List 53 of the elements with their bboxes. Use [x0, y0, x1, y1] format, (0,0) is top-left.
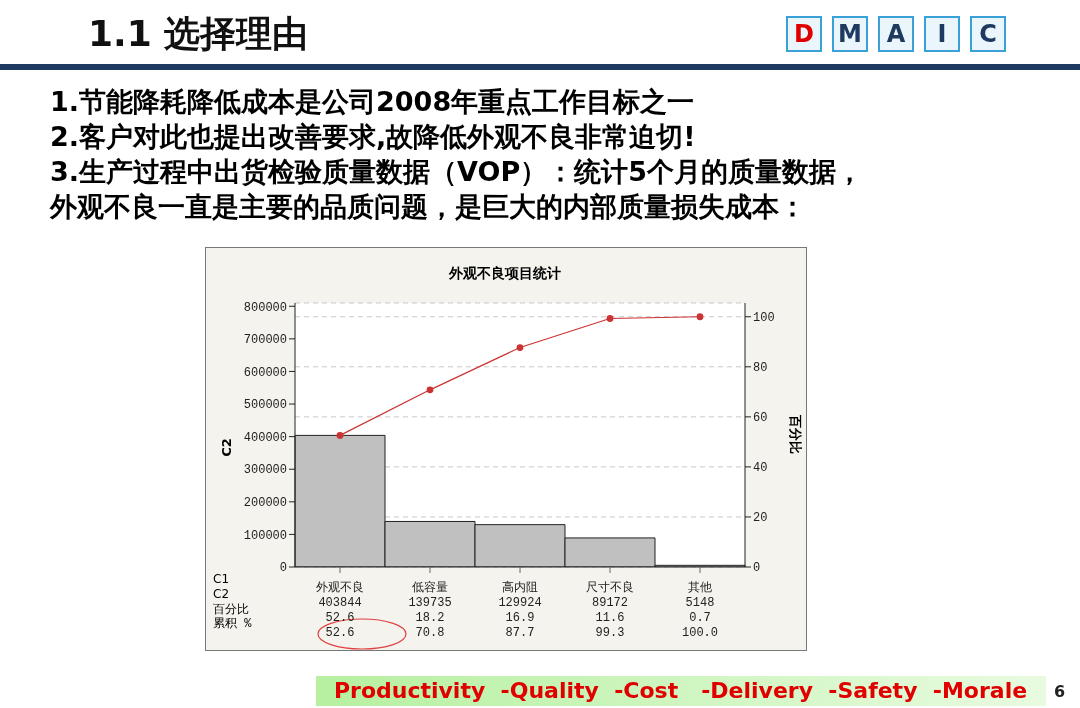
y2-tick-label: 60 [753, 411, 768, 426]
text: 0.7 [689, 611, 711, 625]
text: D [786, 16, 822, 52]
y2-tick-label: 40 [753, 461, 768, 476]
text: M [832, 16, 868, 52]
text: 3.生产过程中出货检验质量数据（VOP）：统计5个月的质量数据， [50, 155, 863, 189]
text: 87.7 [505, 626, 535, 640]
y-tick-label: 500000 [243, 398, 287, 413]
text: I [924, 16, 960, 52]
text: 16.9 [505, 611, 535, 625]
y-tick-label: 800000 [243, 300, 287, 315]
y2-tick-label: 100 [753, 311, 775, 326]
x-tick-label: 高内阻 [502, 580, 538, 594]
y-tick-label: 300000 [243, 463, 287, 478]
text: 100.0 [681, 626, 719, 640]
text: 129924 [498, 596, 542, 610]
text: 403844 [318, 596, 362, 610]
text: A [878, 16, 914, 52]
y-tick-label: 200000 [243, 496, 287, 511]
x-tick-label: 其他 [688, 580, 712, 594]
text: 70.8 [415, 626, 445, 640]
x-tick-label: 尺寸不良 [586, 580, 634, 594]
x-tick-label: 外观不良 [316, 580, 364, 594]
text: 89172 [591, 596, 629, 610]
text: 18.2 [415, 611, 445, 625]
text: 99.3 [595, 626, 625, 640]
y2-tick-label: 80 [753, 361, 768, 376]
text: 2.客户对此也提出改善要求,故降低外观不良非常迫切! [50, 120, 696, 154]
text: 139735 [408, 596, 452, 610]
text: 6 [1054, 682, 1066, 701]
text: 52.6 [325, 611, 355, 625]
text: 52.6 [325, 626, 355, 640]
y2-axis-title: 百分比 [786, 414, 804, 454]
y-tick-label: 600000 [243, 365, 287, 380]
x-axis-title: C1 [213, 572, 230, 586]
text: 外观不良一直是主要的品质问题，是巨大的内部质量损失成本： [50, 190, 806, 224]
y-tick-label: 400000 [243, 430, 287, 445]
x-tick-label: 低容量 [412, 580, 448, 594]
chart-title: 外观不良项目统计 [448, 265, 562, 283]
text: 百分比 [213, 602, 250, 616]
text: C [970, 16, 1006, 52]
y-tick-label: 100000 [243, 528, 287, 543]
y-axis-title: C2 [218, 438, 234, 457]
text: 1.节能降耗降低成本是公司2008年重点工作目标之一 [50, 85, 695, 119]
text: 5148 [685, 596, 715, 610]
text: 1.1 选择理由 [88, 12, 309, 56]
text: 11.6 [595, 611, 625, 625]
text: 累积 % [213, 617, 253, 631]
y-tick-label: 700000 [243, 333, 287, 348]
y-tick-label: 0 [279, 561, 287, 576]
y2-tick-label: 0 [753, 561, 761, 576]
y2-tick-label: 20 [753, 511, 768, 526]
text: C2 [213, 587, 230, 601]
